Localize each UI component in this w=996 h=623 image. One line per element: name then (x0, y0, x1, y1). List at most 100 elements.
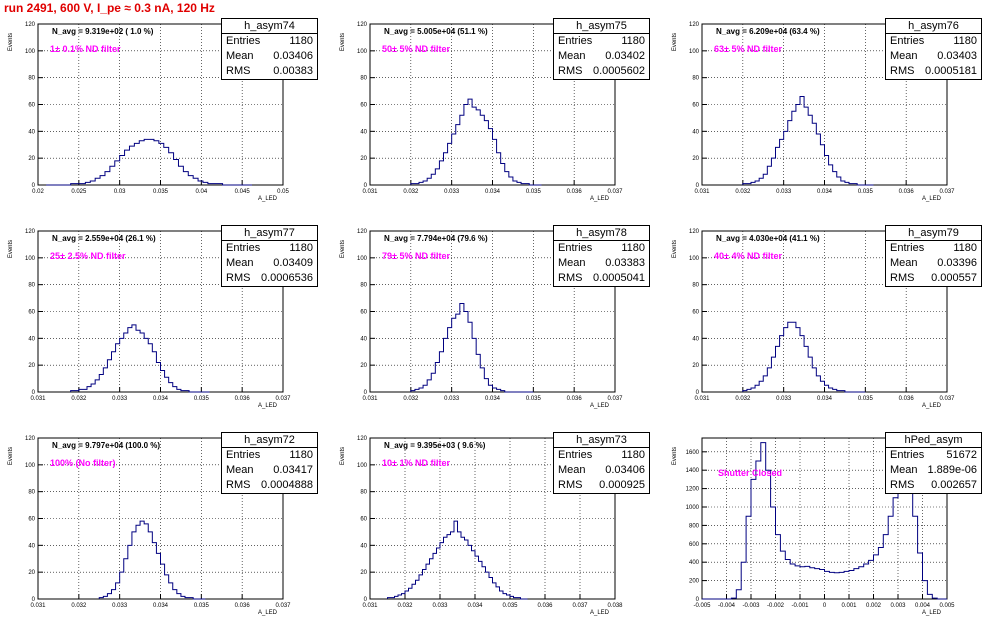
stats-box: h_asym74 Entries 1180 Mean 0.03406 RMS 0.00383 (221, 18, 318, 80)
histogram-panel-h_asym75: 0.031 0.032 0.033 0.034 0.035 0.036 0.037 0 20 40… (332, 2, 664, 209)
stats-row-entries: Entries 1180 (554, 241, 649, 256)
x-tick-label: 0.036 (899, 189, 915, 195)
histogram-name: h_asym73 (554, 433, 649, 448)
y-tick-label: 20 (360, 156, 367, 162)
stats-row-mean: Mean 1.889e-06 (886, 463, 981, 478)
stats-value-rms: 0.00383 (273, 65, 313, 77)
y-tick-label: 40 (360, 129, 367, 135)
stats-label-mean: Mean (890, 464, 918, 476)
plot-frame (369, 437, 616, 600)
filter-label: Shutter Closed (718, 468, 783, 478)
stats-label-mean: Mean (226, 464, 254, 476)
x-tick-label: 0.037 (275, 396, 291, 402)
x-tick-label: 0.035 (153, 189, 169, 195)
x-tick-label: 0.036 (235, 603, 251, 609)
y-tick-label: 0 (364, 597, 368, 603)
y-tick-label: 0 (364, 390, 368, 396)
x-axis-label: A_LED (590, 196, 610, 202)
stats-row-entries: Entries 51672 (886, 448, 981, 463)
stats-box: h_asym72 Entries 1180 Mean 0.03417 RMS 0.00048… (221, 432, 318, 494)
x-tick-label: 0.002 (866, 603, 882, 609)
x-tick-label: 0.02 (32, 189, 44, 195)
y-tick-label: 80 (28, 283, 35, 289)
plot-frame (369, 23, 616, 186)
stats-row-rms: RMS 0.000557 (886, 271, 981, 286)
stats-value-mean: 0.03406 (605, 464, 645, 476)
x-axis-label: A_LED (258, 403, 278, 409)
x-tick-label: 0.037 (275, 603, 291, 609)
y-axis-label: Events (8, 447, 14, 465)
stats-row-entries: Entries 1180 (554, 34, 649, 49)
stats-row-entries: Entries 1180 (886, 34, 981, 49)
y-axis-label: Events (340, 240, 346, 258)
x-tick-label: 0.005 (939, 603, 955, 609)
y-tick-label: 600 (689, 542, 700, 548)
histogram-panel-h_asym76: 0.031 0.032 0.033 0.034 0.035 0.036 0.037 0 20 40… (664, 2, 996, 209)
y-tick-label: 60 (360, 310, 367, 316)
x-tick-label: 0.034 (485, 189, 501, 195)
y-tick-label: 60 (28, 517, 35, 523)
y-tick-label: 120 (357, 436, 368, 442)
stats-label-entries: Entries (890, 35, 925, 47)
y-axis-label: Events (8, 240, 14, 258)
y-tick-label: 20 (360, 363, 367, 369)
stats-box: h_asym75 Entries 1180 Mean 0.03402 RMS 0.00056… (553, 18, 650, 80)
stats-value-rms: 0.000557 (931, 272, 977, 284)
stats-label-rms: RMS (558, 272, 583, 284)
histogram-panel-h_asym79: 0.031 0.032 0.033 0.034 0.035 0.036 0.037 0 20 40… (664, 209, 996, 416)
histogram-name: h_asym75 (554, 19, 649, 34)
y-tick-label: 80 (360, 76, 367, 82)
histogram-line (410, 302, 534, 393)
y-tick-label: 1000 (686, 505, 700, 511)
y-tick-label: 60 (360, 103, 367, 109)
y-tick-label: 120 (357, 22, 368, 28)
stats-label-mean: Mean (890, 257, 918, 269)
histogram-name: h_asym79 (886, 226, 981, 241)
n-avg-label: N_avg = 9.395e+03 ( 9.6 %) (384, 441, 486, 450)
y-tick-label: 20 (360, 570, 367, 576)
x-tick-label: 0.03 (114, 189, 126, 195)
y-tick-label: 80 (692, 76, 699, 82)
stats-row-rms: RMS 0.00383 (222, 64, 317, 79)
stats-value-mean: 0.03396 (937, 257, 977, 269)
y-tick-label: 20 (28, 570, 35, 576)
stats-label-rms: RMS (558, 65, 583, 77)
x-tick-label: -0.001 (791, 603, 809, 609)
stats-value-mean: 0.03403 (937, 50, 977, 62)
stats-row-rms: RMS 0.002657 (886, 478, 981, 493)
n-avg-label: N_avg = 9.797e+04 (100.0 %) (52, 441, 161, 450)
x-tick-label: 0.031 (362, 603, 378, 609)
stats-row-mean: Mean 0.03383 (554, 256, 649, 271)
y-tick-label: 60 (692, 310, 699, 316)
stats-row-mean: Mean 0.03403 (886, 49, 981, 64)
x-tick-label: 0 (823, 603, 827, 609)
y-tick-label: 0 (696, 597, 700, 603)
y-tick-label: 0 (32, 183, 36, 189)
stats-value-entries: 1180 (289, 35, 313, 47)
n-avg-label: N_avg = 4.030e+04 (41.1 %) (716, 234, 820, 243)
x-tick-label: 0.031 (362, 189, 378, 195)
stats-label-rms: RMS (226, 272, 251, 284)
stats-label-entries: Entries (226, 449, 261, 461)
histogram-panel-h_asym77: 0.031 0.032 0.033 0.034 0.035 0.036 0.037 0 20 40… (0, 209, 332, 416)
y-axis-label: Events (672, 33, 678, 51)
x-tick-label: 0.025 (71, 189, 87, 195)
x-tick-label: 0.034 (817, 189, 833, 195)
x-tick-label: 0.045 (235, 189, 251, 195)
x-tick-label: 0.033 (112, 603, 128, 609)
y-tick-label: 1400 (686, 468, 700, 474)
stats-row-mean: Mean 0.03406 (222, 49, 317, 64)
y-tick-label: 100 (357, 49, 368, 55)
n-avg-label: N_avg = 7.794e+04 (79.6 %) (384, 234, 488, 243)
histogram-name: h_asym72 (222, 433, 317, 448)
y-tick-label: 800 (689, 523, 700, 529)
x-tick-label: 0.036 (235, 396, 251, 402)
plot-frame (701, 23, 948, 186)
y-tick-label: 100 (25, 49, 36, 55)
y-tick-label: 20 (692, 156, 699, 162)
y-tick-label: 60 (28, 310, 35, 316)
y-tick-label: 80 (28, 76, 35, 82)
stats-box: hPed_asym Entries 51672 Mean 1.889e-06 RMS 0.0… (885, 432, 982, 494)
stats-row-mean: Mean 0.03417 (222, 463, 317, 478)
y-axis-label: Events (672, 447, 678, 465)
